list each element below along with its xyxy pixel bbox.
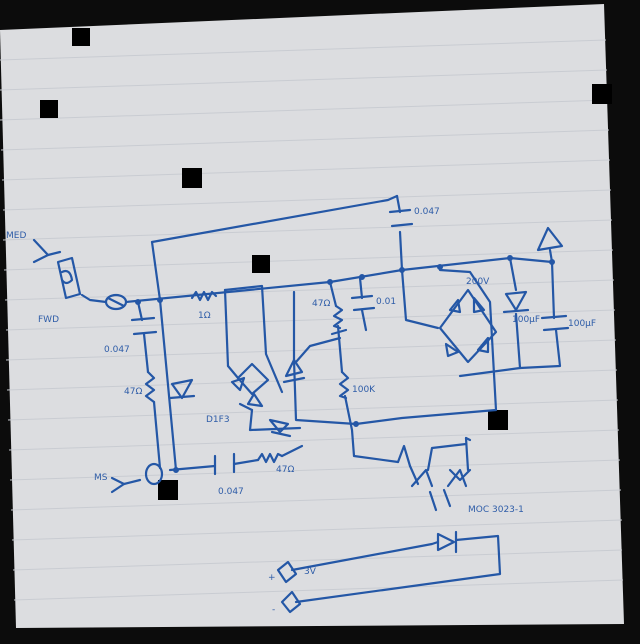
diode-center bbox=[282, 358, 306, 384]
fuse bbox=[104, 293, 128, 311]
capacitor-bottom bbox=[213, 452, 236, 476]
label-fuse: FWD bbox=[38, 315, 59, 325]
label-capacitor-bottom: 0.047 bbox=[218, 487, 244, 497]
dc-terminal-plus bbox=[276, 560, 298, 584]
ruled-lines bbox=[0, 39, 624, 601]
capacitor-far-right bbox=[540, 314, 570, 332]
occluder-square bbox=[592, 84, 612, 104]
resistor-vertical-center bbox=[330, 304, 348, 336]
diode-bridge-small bbox=[230, 362, 270, 412]
label-bridge: 200V bbox=[466, 277, 490, 287]
label-resistor-center: 100K bbox=[352, 385, 376, 395]
label-capacitor-left: 0.047 bbox=[104, 345, 130, 355]
occluder-square bbox=[488, 410, 508, 430]
led-indicator bbox=[436, 530, 458, 554]
fuse-bottom bbox=[144, 462, 164, 486]
terminal-bottom-left bbox=[110, 476, 142, 494]
occluder-square bbox=[252, 255, 270, 273]
label-capacitor-far-right: 100μF bbox=[568, 319, 596, 329]
label-top-left-terminal: MED bbox=[6, 231, 26, 241]
occluder-square bbox=[40, 100, 58, 118]
resistor-top bbox=[190, 290, 218, 302]
label-capacitor-right: 100μF bbox=[512, 315, 540, 325]
diode-left bbox=[168, 378, 196, 400]
label-capacitor-center: 0.01 bbox=[376, 297, 396, 307]
label-resistor-left: 47Ω bbox=[124, 387, 142, 397]
resistor-center bbox=[338, 370, 350, 400]
optocoupler bbox=[396, 442, 468, 512]
label-optocoupler: MOC 3023-1 bbox=[468, 505, 524, 515]
resistor-bottom bbox=[256, 452, 284, 464]
capacitor-top-right bbox=[388, 208, 414, 228]
diode-bottom-center bbox=[268, 418, 292, 438]
junctions bbox=[135, 255, 555, 473]
label-resistor-top: 1Ω bbox=[198, 311, 211, 321]
label-diode-left: D1F3 bbox=[206, 415, 230, 425]
label-bottom-left-terminal: MS bbox=[94, 473, 108, 483]
resistor-left bbox=[144, 370, 156, 404]
label-resistor-bottom: 47Ω bbox=[276, 465, 294, 475]
occluder-square bbox=[158, 480, 178, 500]
capacitor-center bbox=[350, 294, 376, 312]
zener-diode-right bbox=[502, 290, 530, 314]
label-dc-minus: - bbox=[272, 605, 275, 615]
label-capacitor-top-right: 0.047 bbox=[414, 207, 440, 217]
terminal-top-left bbox=[32, 238, 62, 264]
label-dc-plus: + bbox=[268, 573, 276, 583]
occluder-square bbox=[182, 168, 202, 188]
ground-symbol bbox=[536, 226, 564, 252]
fuse-holder bbox=[56, 256, 82, 300]
bridge-rectifier bbox=[438, 288, 498, 364]
label-dc-voltage: 3V bbox=[304, 567, 317, 577]
label-resistor-vertical: 47Ω bbox=[312, 299, 330, 309]
occluder-square bbox=[72, 28, 90, 46]
dc-terminal-minus bbox=[280, 590, 302, 614]
capacitor-left bbox=[130, 316, 158, 336]
